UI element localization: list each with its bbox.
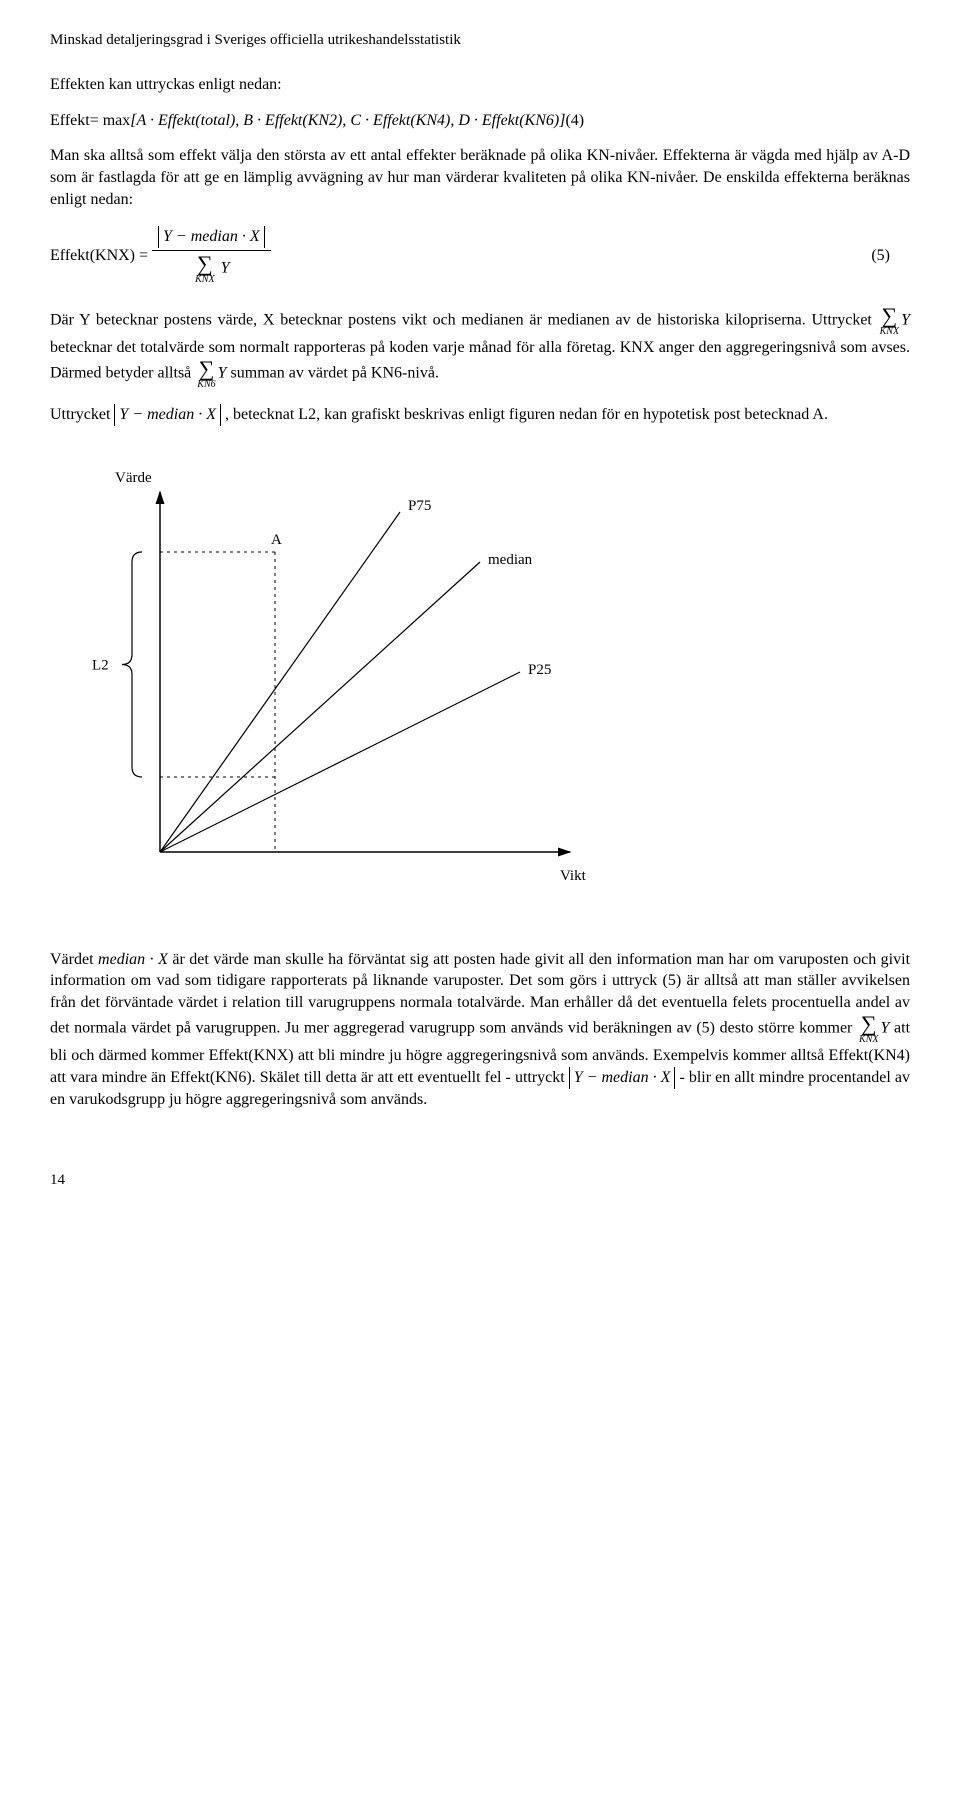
svg-text:Värde: Värde [115,470,152,486]
formula5-den-var: Y [221,259,230,276]
formula-4: Effekt= max[A · Effekt(total), B · Effek… [50,110,910,132]
sum3-var: Y [880,1020,889,1037]
sum2-var: Y [218,365,227,382]
abs-expr-1: Y − median · X [114,404,221,426]
formula5-eqnum: (5) [871,245,910,267]
para3c: summan av värdet på KN6-nivå. [231,365,439,382]
page-number: 14 [50,1170,910,1190]
median-expr: median · X [98,951,168,968]
para4a: Uttrycket [50,406,114,423]
formula4-eqnum: (4) [565,112,584,129]
formula5-numerator: Y − median · X [158,226,265,248]
sum-knx-1: ∑KNX [880,305,899,337]
paragraph-5: Värdet median · X är det värde man skull… [50,949,910,1111]
diagram-l2: Värde Vikt P75 median P25 A L2 [50,452,910,919]
paragraph-2: Man ska alltså som effekt välja den stör… [50,145,910,210]
intro-paragraph: Effekten kan uttryckas enligt nedan: [50,74,910,96]
svg-text:P75: P75 [408,498,431,514]
page-header: Minskad detaljeringsgrad i Sveriges offi… [50,30,910,50]
para5a: Värdet [50,951,98,968]
sum-kn6: ∑KN6 [197,358,215,390]
svg-text:median: median [488,552,533,568]
sum1-var: Y [901,311,910,328]
svg-text:L2: L2 [92,658,109,674]
sum-knx-2: ∑KNX [859,1013,878,1045]
para4b: , betecknat L2, kan grafiskt beskrivas e… [225,406,828,423]
formula5-lhs: Effekt(KNX) = [50,245,148,267]
para3a: Där Y betecknar postens värde, X beteckn… [50,311,878,328]
formula-5: Effekt(KNX) = Y − median · X ∑ KNX Y (5) [50,226,910,285]
para5b: är det värde man skulle ha förväntat sig… [50,951,910,1037]
paragraph-3: Där Y betecknar postens värde, X beteckn… [50,305,910,391]
svg-text:A: A [271,532,282,548]
svg-text:P25: P25 [528,662,551,678]
formula4-prefix: Effekt= max [50,112,130,129]
formula5-fraction: Y − median · X ∑ KNX Y [152,226,271,285]
formula5-sum: ∑ KNX [195,253,214,285]
formula4-body: [A · Effekt(total), B · Effekt(KN2), C ·… [130,112,565,129]
para3b: betecknar det totalvärde som normalt rap… [50,339,910,382]
svg-text:Vikt: Vikt [560,868,587,884]
abs-expr-2: Y − median · X [569,1067,676,1089]
diagram-svg: Värde Vikt P75 median P25 A L2 [50,452,610,912]
paragraph-4: Uttrycket Y − median · X , betecknat L2,… [50,404,910,426]
